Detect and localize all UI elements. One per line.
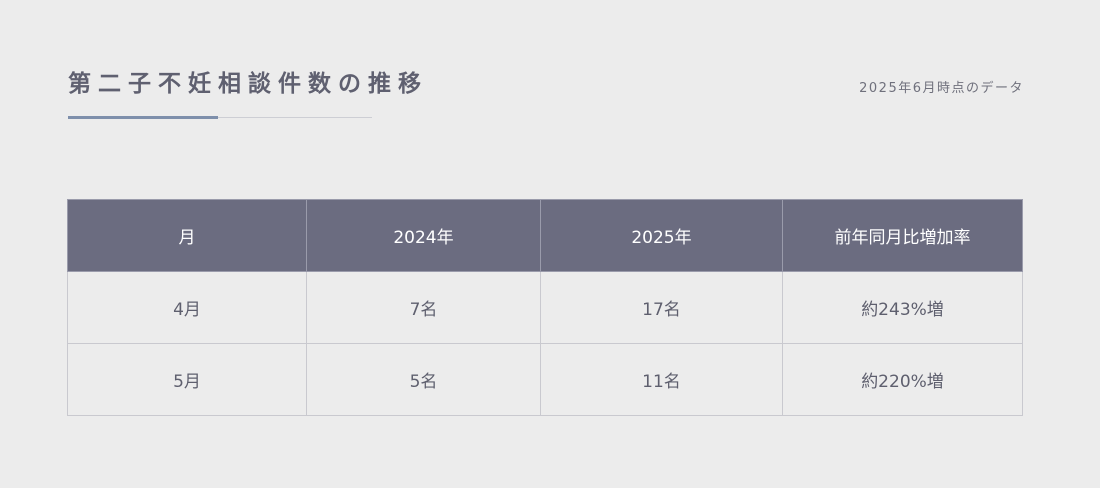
cell-month: 4月: [67, 271, 307, 344]
table-header-row: 月 2024年 2025年 前年同月比増加率: [67, 199, 1023, 272]
column-header-2025: 2025年: [540, 199, 783, 272]
table-row: 4月 7名 17名 約243%増: [67, 271, 1023, 344]
consultation-table: 月 2024年 2025年 前年同月比増加率 4月 7名 17名 約243%増 …: [67, 199, 1023, 416]
title-underline-accent: [68, 116, 218, 119]
cell-2025: 11名: [540, 343, 783, 416]
cell-yoy-increase: 約220%増: [782, 343, 1023, 416]
title-underline: [68, 117, 372, 118]
column-header-yoy-increase: 前年同月比増加率: [782, 199, 1023, 272]
cell-yoy-increase: 約243%増: [782, 271, 1023, 344]
column-header-month: 月: [67, 199, 307, 272]
column-header-2024: 2024年: [306, 199, 541, 272]
table-row: 5月 5名 11名 約220%増: [67, 343, 1023, 416]
as-of-date: 2025年6月時点のデータ: [859, 81, 1024, 96]
cell-2024: 5名: [306, 343, 541, 416]
page-title: 第二子不妊相談件数の推移: [68, 71, 428, 97]
cell-2025: 17名: [540, 271, 783, 344]
cell-month: 5月: [67, 343, 307, 416]
cell-2024: 7名: [306, 271, 541, 344]
